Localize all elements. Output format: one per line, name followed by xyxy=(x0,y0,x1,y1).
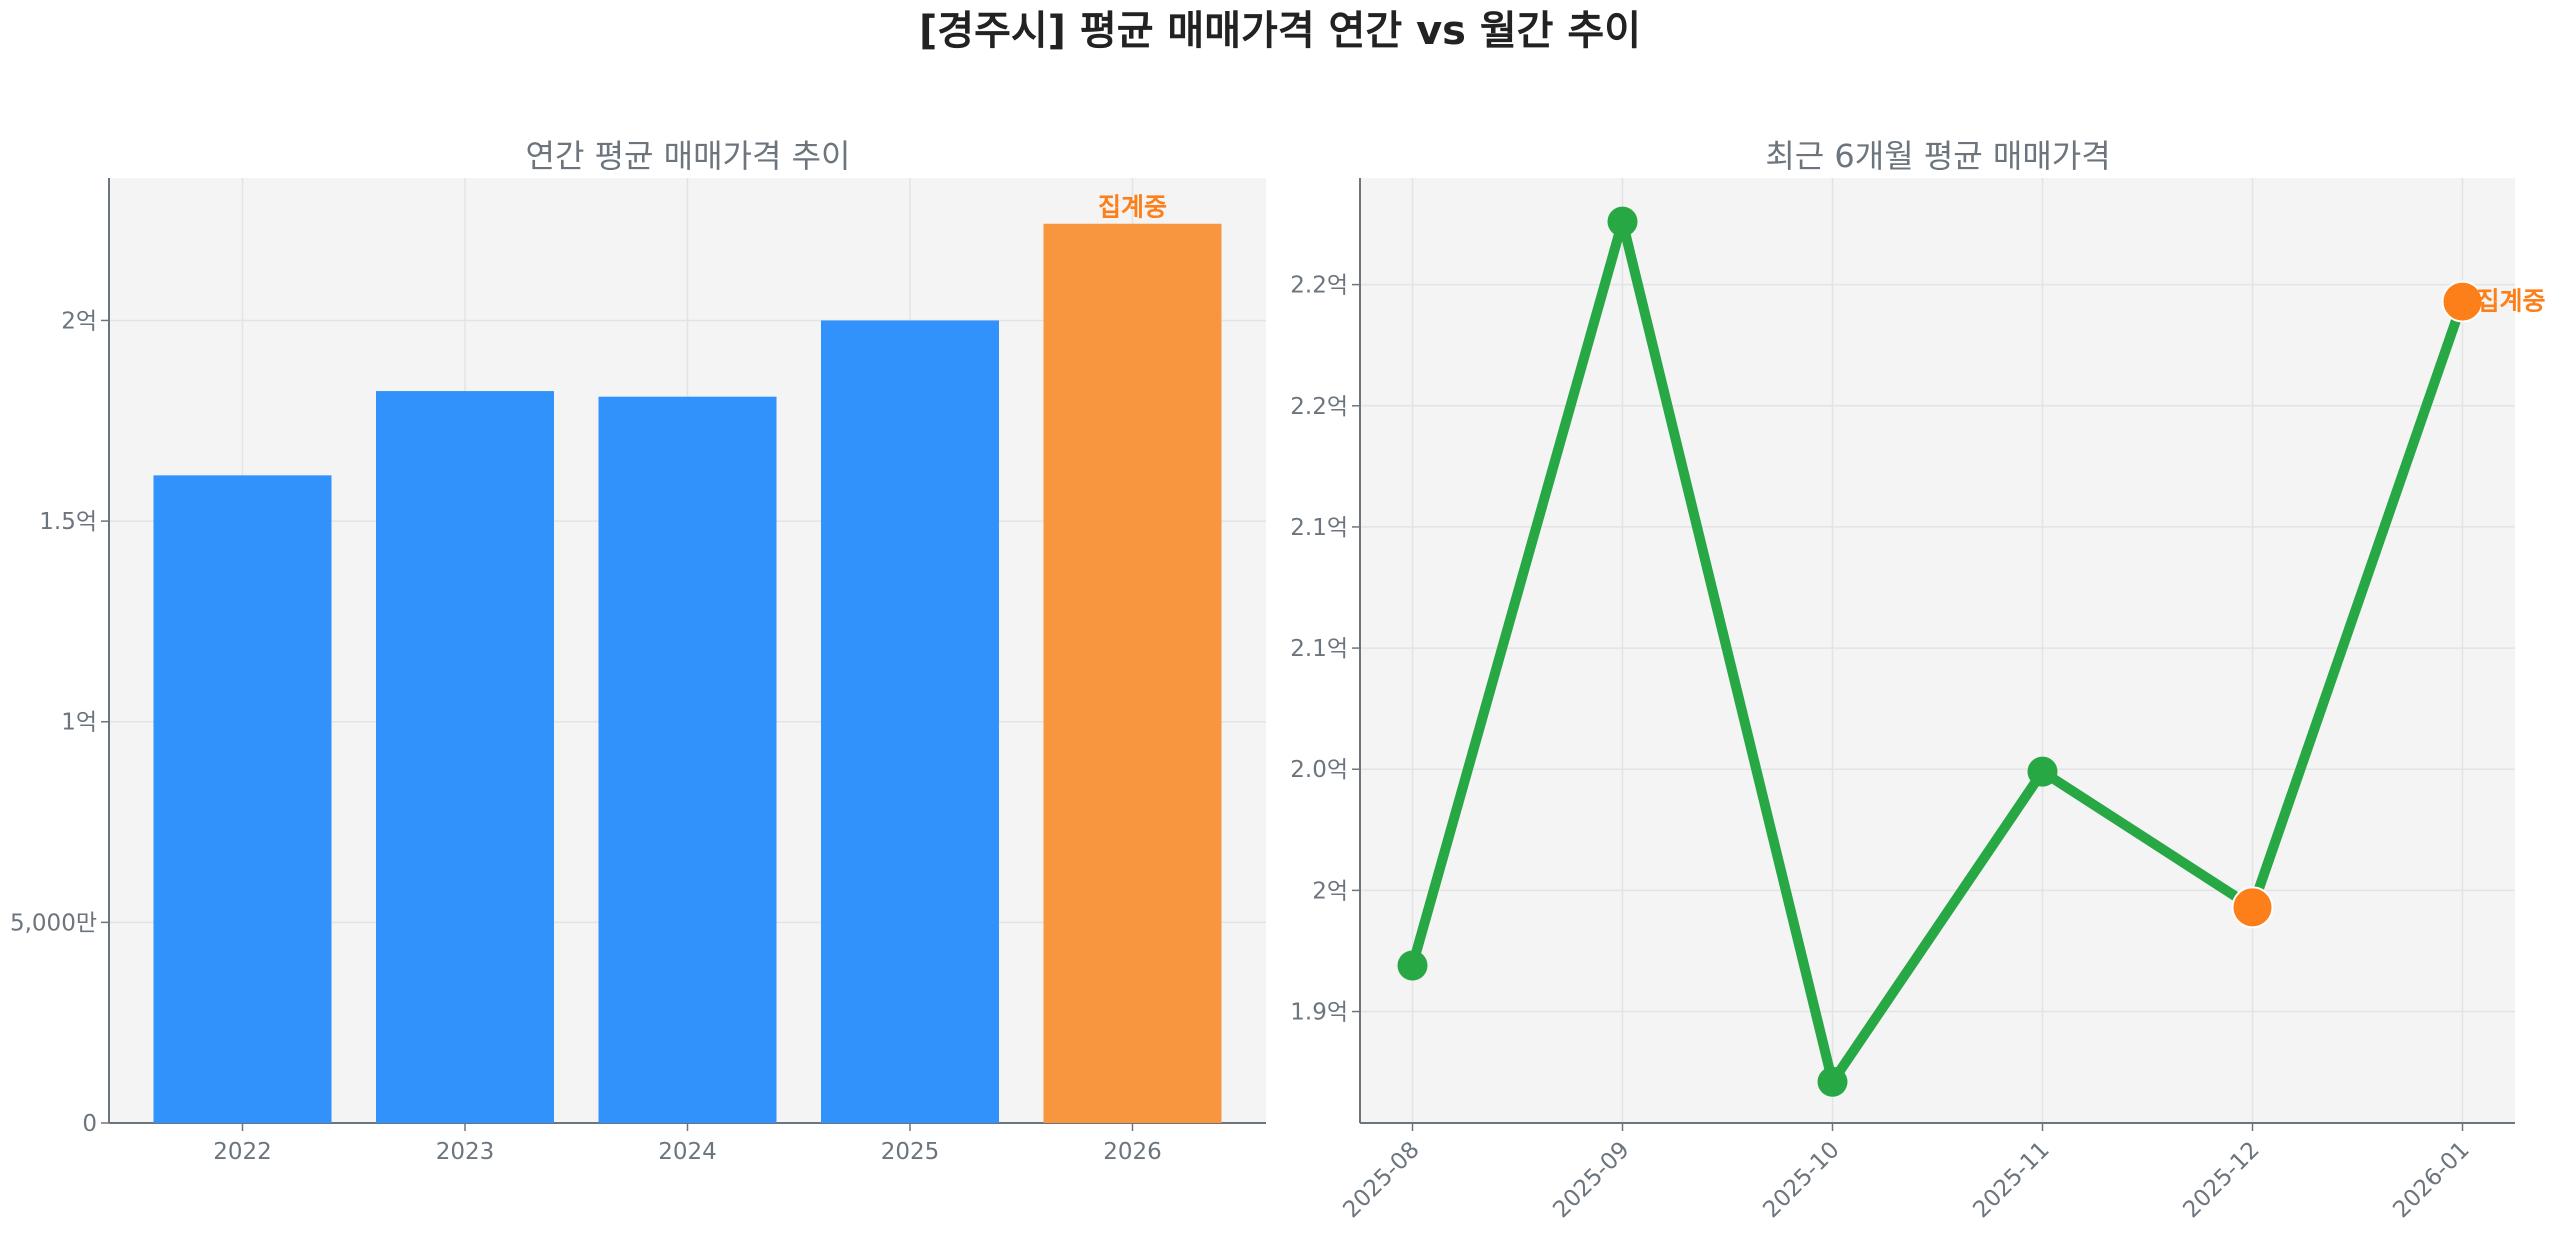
y-tick-label: 0 xyxy=(82,1111,97,1137)
y-tick-label: 2.0억 xyxy=(1290,757,1348,783)
y-tick-label: 2.2억 xyxy=(1290,273,1348,299)
bar-2024 xyxy=(598,396,777,1123)
monthly-chart-title: 최근 6개월 평균 매매가격 xyxy=(1765,137,2110,175)
x-tick-label: 2024 xyxy=(658,1139,717,1165)
x-tick-label: 2026-01 xyxy=(2388,1137,2474,1223)
annual-bar-chart: 연간 평균 매매가격 추이 0 5,000만 1억 1.5억 2억 2022 2023 202… xyxy=(10,137,1266,1165)
marker-2025-09 xyxy=(1607,206,1638,237)
y-tick-label: 2.1억 xyxy=(1290,636,1348,662)
monthly-line-chart: 최근 6개월 평균 매매가격 1.9억 2억 2.0억 2.1억 2.1억 2.2억 2.2… xyxy=(1290,137,2545,1223)
bar-2026 xyxy=(1043,223,1222,1123)
y-tick-label: 1.5억 xyxy=(39,509,97,535)
y-tick-label: 1.9억 xyxy=(1290,1000,1348,1026)
x-tick-label: 2023 xyxy=(436,1139,495,1165)
partial-marker-2025-12 xyxy=(2231,886,2274,929)
figure-title: [경주시] 평균 매매가격 연간 vs 월간 추이 xyxy=(919,8,1641,54)
x-tick-label: 2025-12 xyxy=(2178,1137,2264,1223)
x-tick-label: 2025-11 xyxy=(1968,1137,2054,1223)
y-tick-label: 2억 xyxy=(61,308,97,334)
bar-2025 xyxy=(821,320,999,1123)
marker-2025-08 xyxy=(1397,950,1428,981)
x-tick-label: 2025-08 xyxy=(1338,1137,1424,1223)
y-tick-label: 2.2억 xyxy=(1290,394,1348,420)
bar-2023 xyxy=(376,391,554,1124)
price-line xyxy=(1407,216,2468,1087)
x-tick-label: 2025 xyxy=(881,1139,940,1165)
bar-2022 xyxy=(153,475,332,1123)
x-tick-label: 2026 xyxy=(1103,1139,1162,1165)
partial-marker-2026-01 xyxy=(2441,280,2484,323)
plot-area xyxy=(1360,178,2515,1123)
x-tick-label: 2022 xyxy=(213,1139,272,1165)
x-tick-label: 2025-10 xyxy=(1758,1137,1844,1223)
y-tick-label: 1억 xyxy=(61,710,97,736)
y-tick-label: 5,000만 xyxy=(10,910,97,936)
y-tick-label: 2억 xyxy=(1312,878,1348,904)
y-tick-label: 2.1억 xyxy=(1290,515,1348,541)
x-tick-label: 2025-09 xyxy=(1548,1137,1634,1223)
marker-2025-11 xyxy=(2027,756,2058,787)
annual-chart-title: 연간 평균 매매가격 추이 xyxy=(526,137,851,175)
marker-2025-10 xyxy=(1817,1066,1848,1097)
partial-data-annotation: 집계중 xyxy=(2477,287,2546,316)
partial-data-annotation: 집계중 xyxy=(1098,193,1167,222)
